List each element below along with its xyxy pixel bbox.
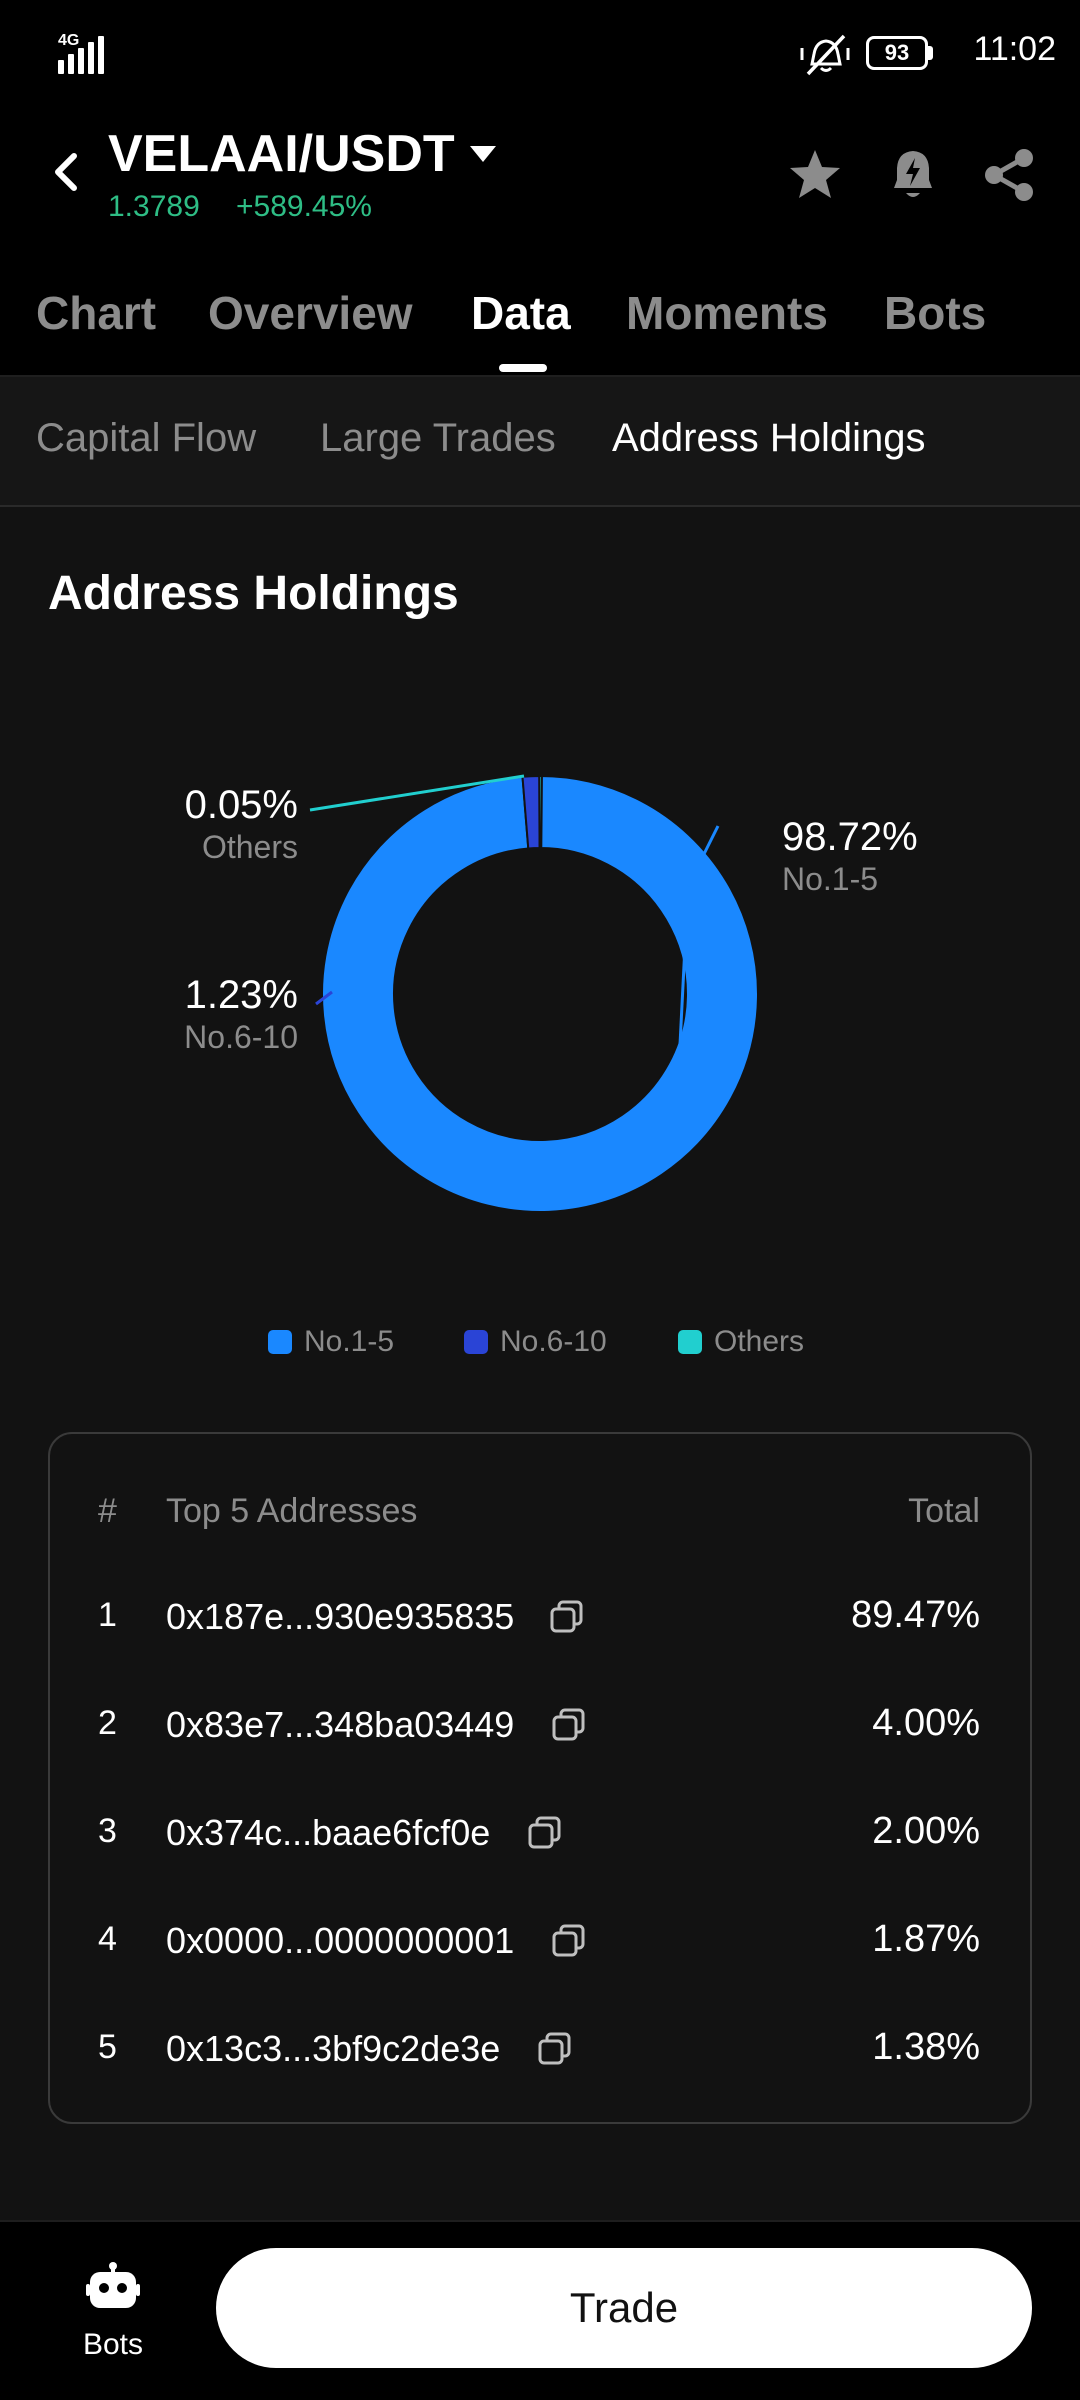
price-change: +589.45% <box>236 190 372 223</box>
legend-swatch <box>678 1330 702 1354</box>
clock: 11:02 <box>973 30 1056 68</box>
header <box>0 110 1080 375</box>
top-addresses-table <box>48 1432 1032 2124</box>
callout-value-6-10: 1.23% <box>185 973 298 1017</box>
header-rank: # <box>98 1492 117 1530</box>
battery-level: 93 <box>884 40 910 65</box>
pair-title[interactable]: VELAAI/USDT <box>108 125 455 183</box>
subtab-address-holdings[interactable]: Address Holdings <box>612 416 926 460</box>
holdings-donut-chart: 98.72%No.1-5 1.23%No.6-10 0.05%Others <box>184 774 918 1213</box>
network-type: 4G <box>58 32 80 49</box>
row-address: 0x83e7...348ba03449 <box>166 1704 515 1745</box>
tab-overview[interactable]: Overview <box>208 287 413 339</box>
row-address: 0x13c3...3bf9c2de3e <box>166 2028 501 2069</box>
section-title: Address Holdings <box>48 567 459 620</box>
row-address: 0x374c...baae6fcf0e <box>166 1812 491 1853</box>
share-icon[interactable] <box>980 146 1038 204</box>
callout-line-top5 <box>686 825 720 887</box>
callout-category-top5: No.1-5 <box>782 861 878 897</box>
slice-top5[interactable] <box>321 774 759 1213</box>
legend-label: No.1-5 <box>304 1325 395 1358</box>
subtab-capital-flow[interactable]: Capital Flow <box>36 416 257 460</box>
header-address: Top 5 Addresses <box>166 1492 418 1530</box>
callout-category-6-10: No.6-10 <box>184 1019 298 1055</box>
callout-line-others <box>309 774 525 812</box>
row-total: 1.38% <box>872 2026 980 2068</box>
legend-swatch <box>268 1330 292 1354</box>
legend-item-6-10[interactable]: No.6-10 <box>464 1322 607 1362</box>
trade-button[interactable]: Trade <box>216 2248 1032 2368</box>
chevron-left-icon[interactable] <box>44 142 88 202</box>
last-price: 1.3789 <box>108 190 200 223</box>
legend-label: Others <box>714 1325 805 1358</box>
row-total: 89.47% <box>851 1594 980 1636</box>
caret-down-icon[interactable] <box>468 142 498 166</box>
subtab-large-trades[interactable]: Large Trades <box>320 416 556 460</box>
row-rank: 5 <box>98 2028 117 2066</box>
copy-icon[interactable] <box>548 1598 586 1636</box>
header-total: Total <box>908 1492 980 1530</box>
battery-indicator: 93 <box>866 36 928 70</box>
robot-icon[interactable] <box>86 2262 140 2310</box>
row-address: 0x187e...930e935835 <box>166 1596 515 1637</box>
active-tab-indicator <box>499 364 547 372</box>
bots-nav-label[interactable]: Bots <box>82 2328 144 2361</box>
row-rank: 2 <box>98 1704 117 1742</box>
copy-icon[interactable] <box>526 1814 564 1852</box>
tab-moments[interactable]: Moments <box>626 287 828 339</box>
row-address: 0x0000...0000000001 <box>166 1920 515 1961</box>
legend-label: No.6-10 <box>500 1325 607 1358</box>
callout-line-6-10 <box>315 990 333 1006</box>
row-total: 4.00% <box>872 1702 980 1744</box>
status-bar <box>0 0 1080 110</box>
callout-value-others: 0.05% <box>185 783 298 827</box>
bell-icon[interactable] <box>884 144 942 204</box>
star-icon[interactable] <box>786 146 844 204</box>
row-rank: 3 <box>98 1812 117 1850</box>
signal-icon: 4G <box>56 32 108 74</box>
row-total: 2.00% <box>872 1810 980 1852</box>
legend-swatch <box>464 1330 488 1354</box>
copy-icon[interactable] <box>536 2030 574 2068</box>
row-rank: 1 <box>98 1596 117 1634</box>
tab-chart[interactable]: Chart <box>36 287 157 339</box>
subtab-bar <box>0 375 1080 507</box>
copy-icon[interactable] <box>550 1922 588 1960</box>
callout-line-top5 <box>674 885 690 1125</box>
slice-others[interactable] <box>538 775 543 850</box>
copy-icon[interactable] <box>550 1706 588 1744</box>
battery-tip <box>928 46 933 60</box>
row-rank: 4 <box>98 1920 117 1958</box>
legend-item-others[interactable]: Others <box>678 1322 804 1362</box>
legend-item-top5[interactable]: No.1-5 <box>268 1322 394 1362</box>
tab-bots[interactable]: Bots <box>884 287 987 339</box>
callout-category-others: Others <box>202 829 298 865</box>
row-total: 1.87% <box>872 1918 980 1960</box>
mute-icon <box>800 34 850 76</box>
callout-value-top5: 98.72% <box>782 815 918 859</box>
tab-data[interactable]: Data <box>471 287 571 339</box>
